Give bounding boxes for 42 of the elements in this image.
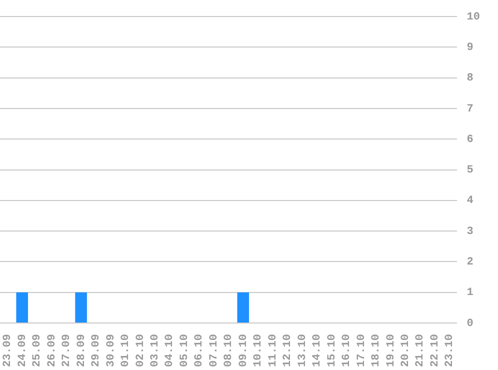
x-tick-label: 11.10: [267, 334, 280, 368]
x-tick-label: 13.10: [296, 334, 309, 368]
x-tick-label: 21.10: [414, 334, 427, 368]
x-tick-label: 19.10: [385, 334, 398, 368]
x-tick-label: 27.09: [61, 334, 74, 368]
x-tick-label: 12.10: [282, 334, 294, 368]
x-tick-label: 23.10: [444, 334, 456, 368]
x-tick-label: 28.09: [76, 334, 88, 368]
y-tick-label: 5: [466, 164, 474, 177]
x-tick-label: 03.10: [149, 334, 162, 368]
x-tick-label: 26.09: [46, 334, 58, 368]
y-tick-label: 7: [466, 103, 474, 116]
x-tick-label: 20.10: [400, 334, 412, 368]
x-tick-label: 17.10: [356, 334, 368, 368]
x-tick-label: 29.09: [90, 334, 103, 368]
x-tick-label: 01.10: [120, 334, 132, 368]
y-tick-label: 10: [466, 11, 480, 24]
y-tick-label: 1: [466, 287, 474, 300]
y-tick-label: 8: [466, 72, 474, 85]
x-tick-label: 22.10: [429, 334, 442, 368]
y-tick-label: 4: [466, 195, 474, 208]
y-tick-label: 6: [466, 134, 474, 146]
x-tick-label: 06.10: [194, 334, 206, 368]
x-tick-label: 30.09: [105, 334, 118, 368]
x-tick-label: 25.09: [32, 334, 44, 368]
x-tick-label: 18.10: [370, 334, 383, 368]
x-tick-label: 24.09: [16, 334, 29, 368]
y-tick-label: 3: [466, 226, 474, 238]
x-tick-label: 09.10: [238, 334, 250, 368]
x-tick-label: 15.10: [326, 334, 338, 368]
y-tick-label: 9: [466, 42, 474, 54]
x-tick-label: 05.10: [178, 334, 191, 368]
x-tick-label: 08.10: [223, 334, 236, 368]
x-tick-label: 10.10: [252, 334, 265, 368]
x-tick-label: 02.10: [134, 334, 147, 368]
x-tick-label: 16.10: [341, 334, 354, 368]
x-tick-label: 07.10: [208, 334, 220, 368]
x-tick-label: 23.09: [2, 334, 14, 368]
y-tick-label: 2: [466, 256, 474, 268]
x-tick-label: 04.10: [164, 334, 176, 368]
y-tick-label: 0: [466, 318, 474, 330]
x-tick-label: 14.10: [312, 334, 324, 368]
